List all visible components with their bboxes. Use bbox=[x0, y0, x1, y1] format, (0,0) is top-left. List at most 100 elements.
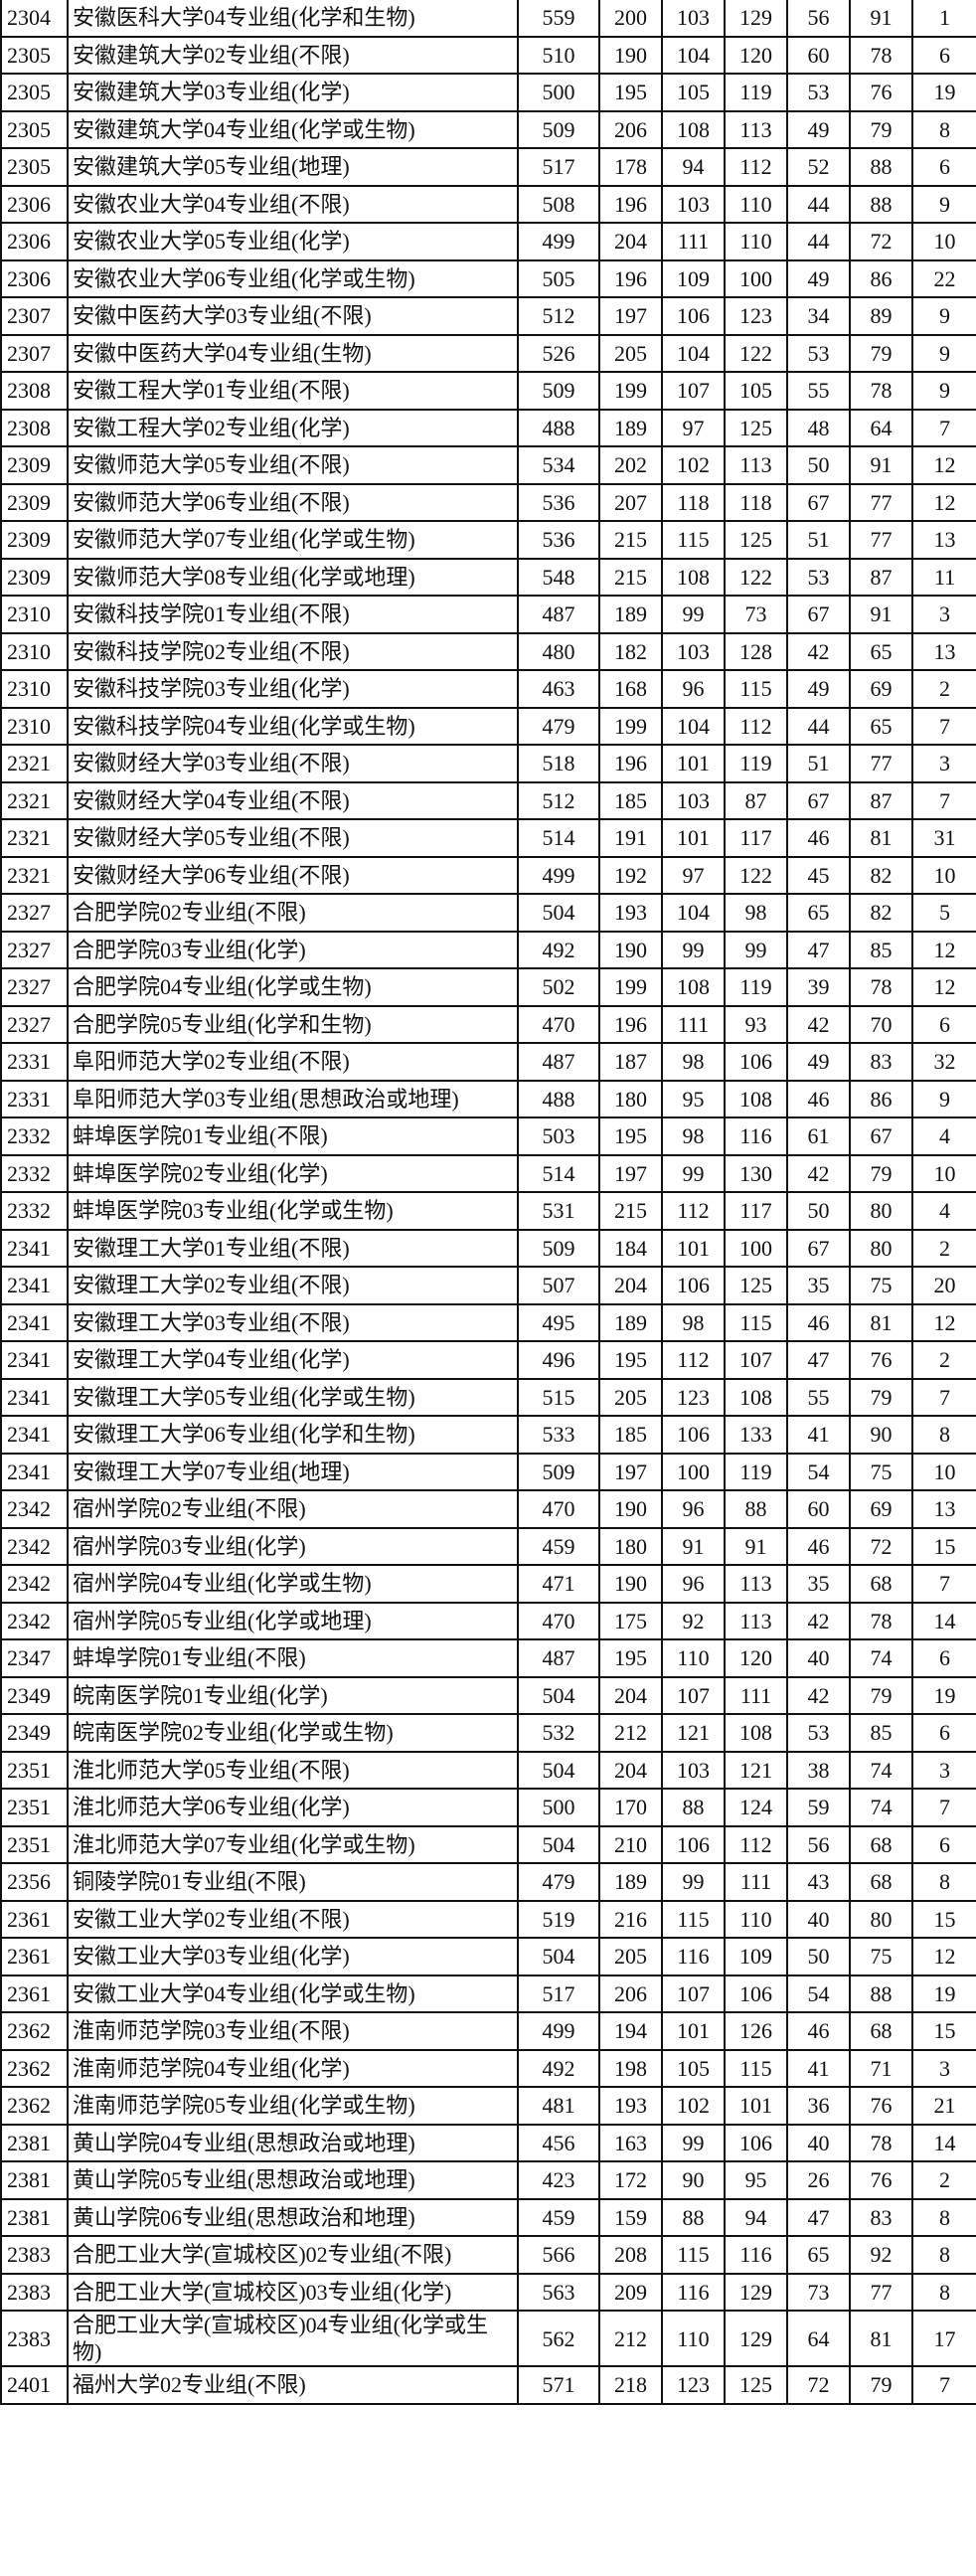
total-score-cell: 470 bbox=[517, 1004, 600, 1044]
major-group-cell: 安徽医科大学04专业组(化学和生物) bbox=[67, 0, 519, 38]
score-chinese-math-cell: 204 bbox=[598, 1266, 663, 1305]
school-code-cell: 2305 bbox=[0, 35, 69, 75]
count-cell: 17 bbox=[911, 2310, 976, 2367]
score-subject-d-cell: 79 bbox=[849, 1377, 913, 1417]
total-score-cell: 503 bbox=[517, 1116, 600, 1156]
score-subject-d-cell: 77 bbox=[849, 520, 913, 560]
count-cell: 1 bbox=[911, 0, 976, 38]
table-row: 2310 安徽科技学院04专业组(化学或生物) 479 199 104 112 44 65 7 bbox=[0, 706, 976, 746]
score-chinese-math-cell: 207 bbox=[598, 482, 663, 522]
score-subject-c-cell: 41 bbox=[786, 1415, 851, 1455]
major-group-cell: 皖南医学院02专业组(化学或生物) bbox=[67, 1713, 519, 1753]
score-chinese-math-cell: 212 bbox=[598, 1713, 663, 1753]
score-subject-a-cell: 99 bbox=[661, 595, 726, 634]
score-subject-d-cell: 76 bbox=[849, 1340, 913, 1380]
total-score-cell: 459 bbox=[517, 1526, 600, 1566]
score-subject-a-cell: 88 bbox=[661, 1788, 726, 1827]
major-group-cell: 蚌埠学院01专业组(不限) bbox=[67, 1638, 519, 1678]
score-subject-c-cell: 46 bbox=[786, 1526, 851, 1566]
score-subject-a-cell: 115 bbox=[661, 2235, 726, 2275]
major-group-cell: 宿州学院02专业组(不限) bbox=[67, 1489, 519, 1529]
total-score-cell: 495 bbox=[517, 1302, 600, 1342]
major-group-cell: 合肥工业大学(宣城校区)03专业组(化学) bbox=[67, 2272, 519, 2312]
major-group-cell: 淮南师范学院04专业组(化学) bbox=[67, 2048, 519, 2088]
school-code-cell: 2401 bbox=[0, 2365, 69, 2405]
score-subject-c-cell: 35 bbox=[786, 1564, 851, 1604]
total-score-cell: 517 bbox=[517, 147, 600, 187]
total-score-cell: 504 bbox=[517, 1750, 600, 1790]
score-subject-b-cell: 106 bbox=[724, 1974, 788, 2013]
total-score-cell: 459 bbox=[517, 2197, 600, 2237]
major-group-cell: 铜陵学院01专业组(不限) bbox=[67, 1862, 519, 1902]
total-score-cell: 505 bbox=[517, 258, 600, 298]
table-row: 2309 安徽师范大学08专业组(化学或地理) 548 215 108 122 53 87 11 bbox=[0, 557, 976, 597]
score-subject-a-cell: 103 bbox=[661, 0, 726, 38]
major-group-cell: 安徽理工大学01专业组(不限) bbox=[67, 1228, 519, 1268]
score-subject-b-cell: 128 bbox=[724, 631, 788, 671]
score-subject-b-cell: 113 bbox=[724, 1564, 788, 1604]
score-subject-d-cell: 83 bbox=[849, 1042, 913, 1082]
score-subject-b-cell: 130 bbox=[724, 1153, 788, 1193]
score-subject-a-cell: 98 bbox=[661, 1042, 726, 1082]
school-code-cell: 2356 bbox=[0, 1862, 69, 1902]
score-subject-d-cell: 80 bbox=[849, 1228, 913, 1268]
major-group-cell: 安徽理工大学02专业组(不限) bbox=[67, 1266, 519, 1305]
score-chinese-math-cell: 212 bbox=[598, 2310, 663, 2367]
score-subject-a-cell: 115 bbox=[661, 520, 726, 560]
total-score-cell: 487 bbox=[517, 595, 600, 634]
score-subject-b-cell: 112 bbox=[724, 147, 788, 187]
major-group-cell: 安徽工业大学04专业组(化学或生物) bbox=[67, 1974, 519, 2013]
score-subject-c-cell: 50 bbox=[786, 445, 851, 485]
score-subject-d-cell: 87 bbox=[849, 557, 913, 597]
count-cell: 9 bbox=[911, 296, 976, 336]
score-subject-d-cell: 82 bbox=[849, 893, 913, 933]
score-subject-c-cell: 35 bbox=[786, 1266, 851, 1305]
school-code-cell: 2349 bbox=[0, 1713, 69, 1753]
score-subject-d-cell: 68 bbox=[849, 1824, 913, 1864]
major-group-cell: 安徽中医药大学04专业组(生物) bbox=[67, 333, 519, 373]
score-chinese-math-cell: 196 bbox=[598, 1004, 663, 1044]
count-cell: 8 bbox=[911, 109, 976, 149]
major-group-cell: 宿州学院03专业组(化学) bbox=[67, 1526, 519, 1566]
score-subject-a-cell: 115 bbox=[661, 1899, 726, 1939]
school-code-cell: 2381 bbox=[0, 2197, 69, 2237]
school-code-cell: 2307 bbox=[0, 333, 69, 373]
score-subject-b-cell: 108 bbox=[724, 1079, 788, 1118]
score-subject-a-cell: 101 bbox=[661, 2011, 726, 2051]
score-subject-b-cell: 126 bbox=[724, 2011, 788, 2051]
score-subject-a-cell: 112 bbox=[661, 1340, 726, 1380]
total-score-cell: 512 bbox=[517, 780, 600, 820]
school-code-cell: 2332 bbox=[0, 1116, 69, 1156]
school-code-cell: 2341 bbox=[0, 1377, 69, 1417]
total-score-cell: 532 bbox=[517, 1713, 600, 1753]
total-score-cell: 487 bbox=[517, 1638, 600, 1678]
score-subject-b-cell: 113 bbox=[724, 109, 788, 149]
count-cell: 9 bbox=[911, 333, 976, 373]
score-subject-c-cell: 55 bbox=[786, 371, 851, 411]
score-chinese-math-cell: 182 bbox=[598, 631, 663, 671]
table-row: 2341 安徽理工大学04专业组(化学) 496 195 112 107 47 76 2 bbox=[0, 1340, 976, 1380]
score-chinese-math-cell: 197 bbox=[598, 1452, 663, 1491]
school-code-cell: 2361 bbox=[0, 1937, 69, 1976]
total-score-cell: 534 bbox=[517, 445, 600, 485]
count-cell: 21 bbox=[911, 2086, 976, 2126]
total-score-cell: 499 bbox=[517, 222, 600, 261]
score-subject-d-cell: 75 bbox=[849, 1266, 913, 1305]
total-score-cell: 562 bbox=[517, 2310, 600, 2367]
total-score-cell: 502 bbox=[517, 967, 600, 1007]
count-cell: 14 bbox=[911, 1601, 976, 1640]
major-group-cell: 黄山学院06专业组(思想政治和地理) bbox=[67, 2197, 519, 2237]
score-subject-a-cell: 101 bbox=[661, 818, 726, 858]
table-row: 2327 合肥学院02专业组(不限) 504 193 104 98 65 82 5 bbox=[0, 893, 976, 933]
table-row: 2327 合肥学院04专业组(化学或生物) 502 199 108 119 39 78 12 bbox=[0, 967, 976, 1007]
score-chinese-math-cell: 175 bbox=[598, 1601, 663, 1640]
total-score-cell: 536 bbox=[517, 482, 600, 522]
table-row: 2332 蚌埠医学院03专业组(化学或生物) 531 215 112 117 50 80 4 bbox=[0, 1191, 976, 1231]
score-subject-c-cell: 42 bbox=[786, 1601, 851, 1640]
score-subject-b-cell: 116 bbox=[724, 1116, 788, 1156]
score-subject-c-cell: 47 bbox=[786, 2197, 851, 2237]
count-cell: 9 bbox=[911, 1079, 976, 1118]
score-subject-b-cell: 117 bbox=[724, 818, 788, 858]
score-chinese-math-cell: 178 bbox=[598, 147, 663, 187]
table-row: 2331 阜阳师范大学02专业组(不限) 487 187 98 106 49 83 32 bbox=[0, 1042, 976, 1082]
